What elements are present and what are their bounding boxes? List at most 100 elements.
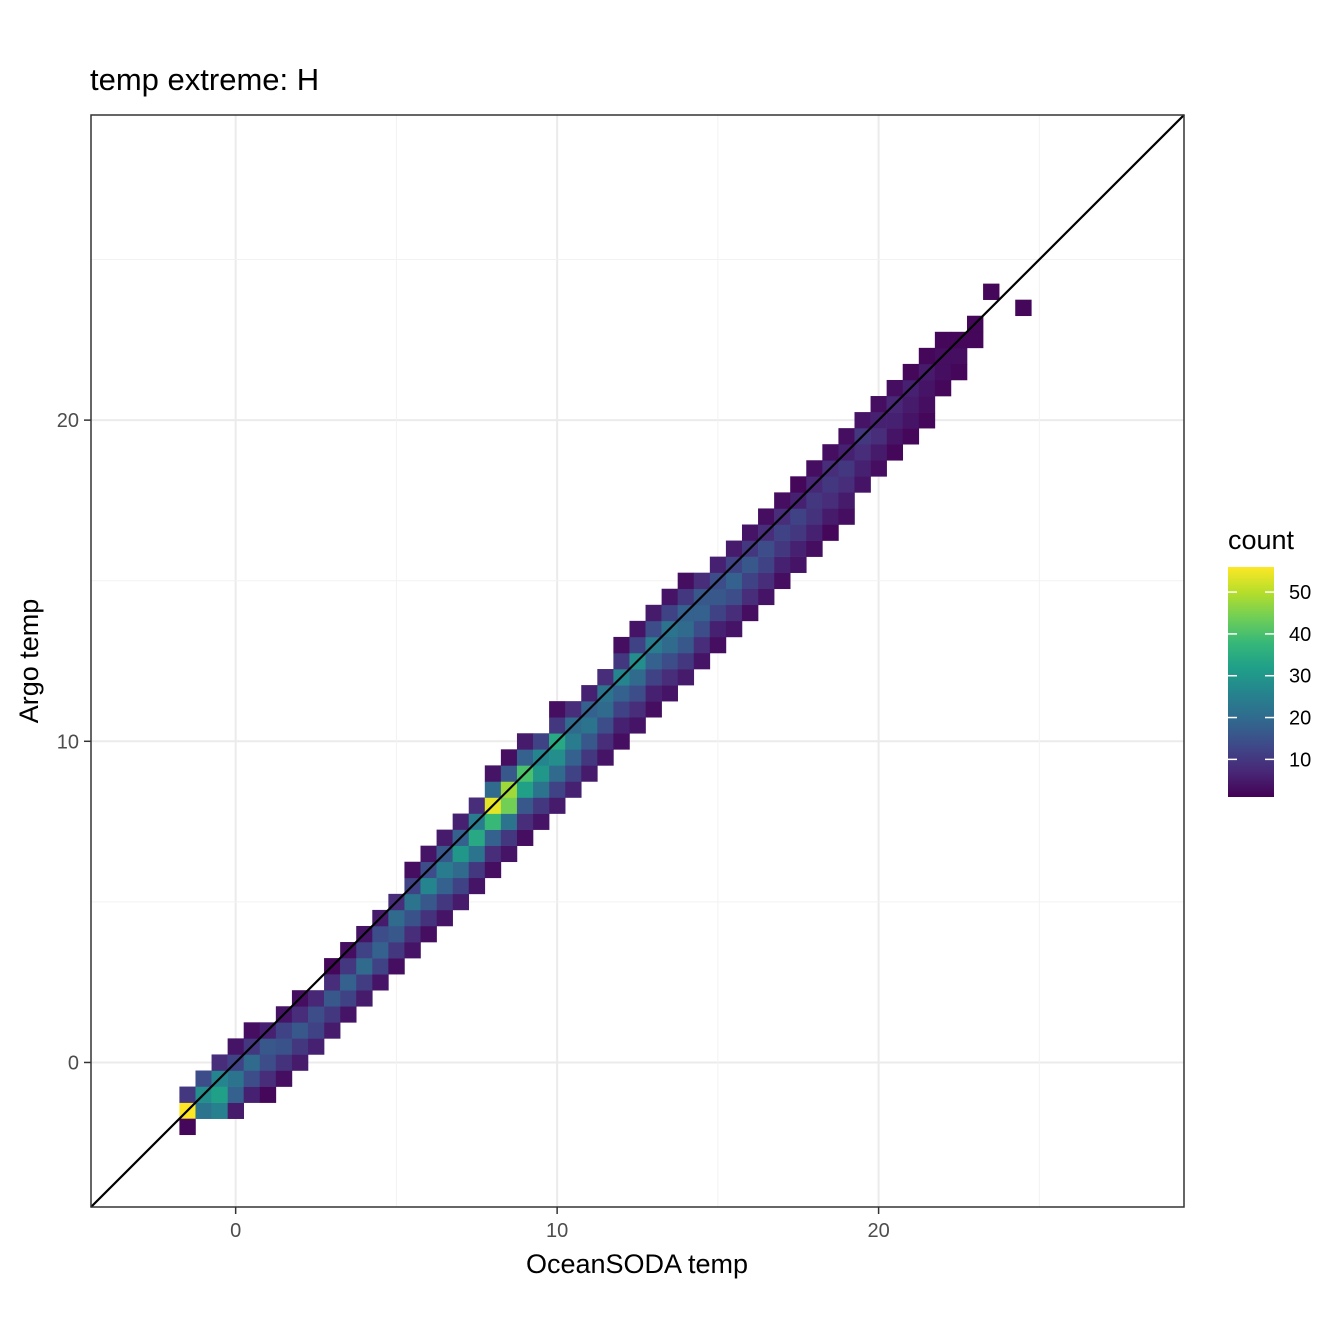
heatmap-bin <box>259 1054 277 1071</box>
heatmap-bin <box>404 925 421 943</box>
heatmap-bin <box>774 540 791 557</box>
heatmap-bin <box>741 588 759 606</box>
heatmap-bin <box>388 909 405 927</box>
heatmap-bin <box>677 620 695 638</box>
heatmap-bin <box>275 1022 293 1039</box>
heatmap-bin <box>693 636 711 654</box>
heatmap-bin <box>533 813 550 830</box>
heatmap-bin <box>645 669 662 686</box>
heatmap-bin <box>484 813 502 830</box>
reference-line <box>90 114 1185 1208</box>
heatmap-bin <box>549 765 566 782</box>
heatmap-bin <box>500 749 518 766</box>
heatmap-bin <box>291 1022 309 1039</box>
y-tick-label: 10 <box>57 731 79 753</box>
heatmap-bin <box>500 797 518 814</box>
heatmap-bin <box>661 604 678 622</box>
legend-title: count <box>1228 525 1295 555</box>
heatmap-bin <box>629 717 646 734</box>
x-tick-label: 10 <box>546 1220 568 1242</box>
heatmap-bin <box>484 861 502 879</box>
heatmap-bin <box>324 1022 341 1039</box>
heatmap-bin <box>565 733 582 750</box>
heatmap-bin <box>918 412 936 429</box>
heatmap-bin <box>484 781 502 798</box>
heatmap-bin <box>565 765 582 782</box>
chart-title: temp extreme: H <box>90 62 319 97</box>
heatmap-bin <box>950 347 968 365</box>
legend-tick-label: 30 <box>1289 666 1311 688</box>
heatmap-bin <box>806 540 823 557</box>
heatmap-bin <box>227 1086 244 1103</box>
heatmap-bin <box>259 1070 277 1087</box>
heatmap-bin <box>195 1070 212 1087</box>
heatmap-bin <box>693 604 711 622</box>
heatmap-bin <box>468 877 486 895</box>
heatmap-bin <box>838 508 855 525</box>
heatmap-bin <box>645 652 662 670</box>
heatmap-bin <box>243 1070 261 1087</box>
heatmap-bin <box>356 958 373 975</box>
heatmap-bin <box>854 412 871 429</box>
heatmap-bin <box>436 893 453 911</box>
heatmap-bin <box>741 572 759 590</box>
heatmap-bin <box>581 717 598 734</box>
heatmap-bin <box>613 717 630 734</box>
heatmap-bin <box>886 444 904 461</box>
heatmap-bin <box>211 1086 228 1103</box>
y-axis-ticks: 0 10 20 <box>57 410 91 1074</box>
heatmap-bin <box>613 701 630 718</box>
heatmap-bin <box>549 797 566 814</box>
heatmap-bin <box>484 765 502 782</box>
heatmap-bin <box>902 428 920 445</box>
heatmap-bin <box>291 1038 309 1055</box>
heatmap-bin <box>790 476 807 493</box>
heatmap-bin <box>452 845 470 863</box>
heatmap-bin <box>709 620 727 638</box>
heatmap-bin <box>790 524 807 541</box>
heatmap-bin <box>854 476 871 493</box>
heatmap-bin <box>549 701 566 718</box>
plot-panel-border <box>90 114 1185 1208</box>
heatmap-bin <box>629 636 646 654</box>
heatmap-bin <box>516 749 534 766</box>
heatmap-bin <box>549 749 566 766</box>
heatmap-bin <box>645 701 662 718</box>
heatmap-bin <box>645 620 662 638</box>
heatmap-bin <box>597 733 614 750</box>
heatmap-bin <box>516 813 534 830</box>
heatmap-bin <box>581 765 598 782</box>
heatmap-bin <box>388 942 405 959</box>
heatmap-bin <box>1015 299 1032 317</box>
heatmap-bin <box>581 685 598 702</box>
heatmap-bin <box>725 572 743 590</box>
heatmap-bin <box>436 829 453 846</box>
heatmap-bin <box>741 556 759 573</box>
heatmap-bin <box>452 893 470 911</box>
heatmap-bin <box>340 990 357 1007</box>
heatmap-bin <box>324 990 341 1007</box>
heatmap-bin <box>902 363 920 381</box>
heatmap-bin <box>340 1006 357 1023</box>
heatmap-bin <box>420 877 437 895</box>
heatmap-bin <box>902 396 920 413</box>
heatmap-bin <box>693 652 711 670</box>
heatmap-bin <box>822 476 839 493</box>
heatmap-bin <box>934 379 952 397</box>
heatmap-bin <box>307 990 325 1007</box>
heatmap-bin <box>950 363 968 381</box>
heatmap-bin <box>179 1118 196 1136</box>
heatmap-bin <box>758 508 775 525</box>
heatmap-bin <box>227 1070 244 1087</box>
heatmap-bin <box>597 717 614 734</box>
x-tick-label: 20 <box>867 1220 889 1242</box>
heatmap-bin <box>516 733 534 750</box>
heatmap-bin <box>500 813 518 830</box>
heatmap-bin <box>404 893 421 911</box>
heatmap-bin <box>275 1038 293 1055</box>
heatmap-bin <box>372 925 389 943</box>
x-axis-title: OceanSODA temp <box>526 1249 748 1279</box>
heatmap-bin <box>420 909 437 927</box>
